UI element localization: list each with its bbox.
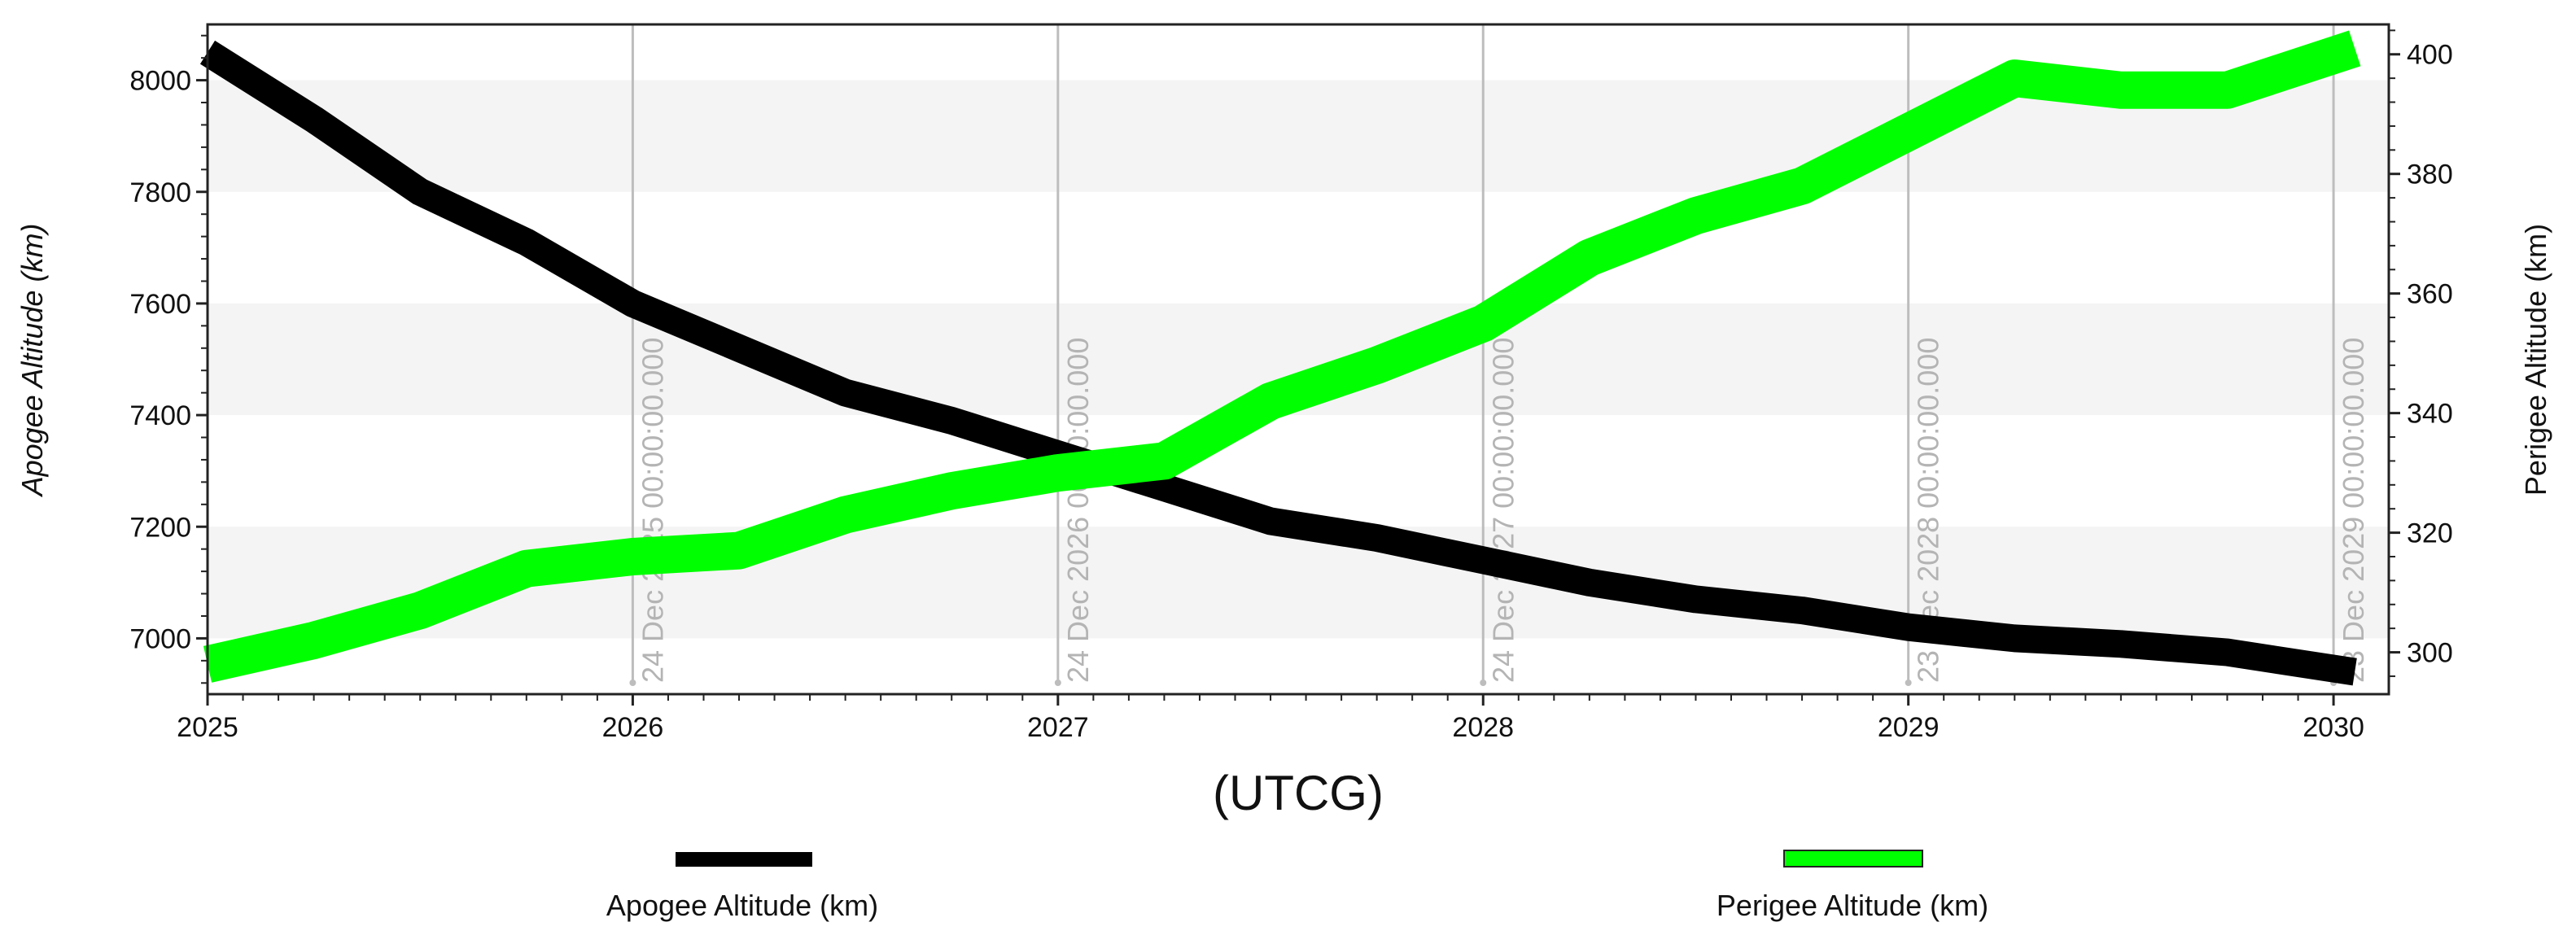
x-tick-label: 2027 (1027, 712, 1089, 743)
grid-band (208, 80, 2389, 192)
right-tick-label: 300 (2407, 638, 2453, 669)
legend-label-perigee: Perigee Altitude (km) (1717, 889, 1988, 922)
plot-frame (206, 23, 2390, 696)
date-marker-label: 24 Dec 2027 00:00:00.000 (1486, 338, 1520, 683)
date-marker-dot (1905, 680, 1912, 686)
legend-label-apogee: Apogee Altitude (km) (606, 889, 878, 922)
date-marker-dot (1054, 680, 1061, 686)
right-tick-label: 380 (2407, 160, 2453, 190)
date-marker-dot (629, 680, 636, 686)
left-tick-label: 7600 (129, 289, 191, 320)
right-axis-ticks: 300 320 340 360 380 400 (2389, 29, 2453, 677)
right-tick-label: 360 (2407, 279, 2453, 310)
left-tick-label: 7800 (129, 177, 191, 208)
date-marker-label: 24 Dec 2025 00:00:00.000 (636, 338, 669, 683)
left-tick-label: 7400 (129, 400, 191, 431)
x-tick-label: 2029 (1878, 712, 1940, 743)
right-tick-label: 320 (2407, 518, 2453, 549)
background-bands (208, 80, 2389, 639)
left-tick-label: 8000 (129, 66, 191, 97)
right-tick-label: 400 (2407, 40, 2453, 71)
perigee-altitude-line (203, 30, 2361, 683)
legend-swatch-apogee (676, 852, 812, 867)
legend: Apogee Altitude (km) Perigee Altitude (k… (606, 850, 1988, 922)
legend-swatch-perigee (1783, 850, 1923, 868)
left-tick-label: 7200 (129, 512, 191, 543)
x-tick-label: 2028 (1452, 712, 1514, 743)
apogee-altitude-line (199, 40, 2357, 686)
series-lines (199, 30, 2361, 686)
date-marker-label: 24 Dec 2026 00:00:00.000 (1061, 338, 1095, 683)
x-axis-ticks: 2025 2026 2027 2028 2029 2030 (177, 694, 2364, 743)
x-axis-title: (UTCG) (1213, 766, 1384, 820)
x-tick-label: 2026 (602, 712, 664, 743)
date-marker-label: 23 Dec 2029 00:00:00.000 (2337, 338, 2370, 683)
right-axis-title: Perigee Altitude (km) (2519, 224, 2552, 496)
date-marker-dot (1480, 680, 1487, 686)
x-tick-label: 2025 (177, 712, 238, 743)
left-axis-ticks: 7000 7200 7400 7600 7800 8000 (129, 34, 208, 684)
right-tick-label: 340 (2407, 399, 2453, 430)
left-tick-label: 7000 (129, 623, 191, 654)
x-tick-label: 2030 (2303, 712, 2364, 743)
left-axis-title: Apogee Altitude (km) (15, 224, 49, 498)
